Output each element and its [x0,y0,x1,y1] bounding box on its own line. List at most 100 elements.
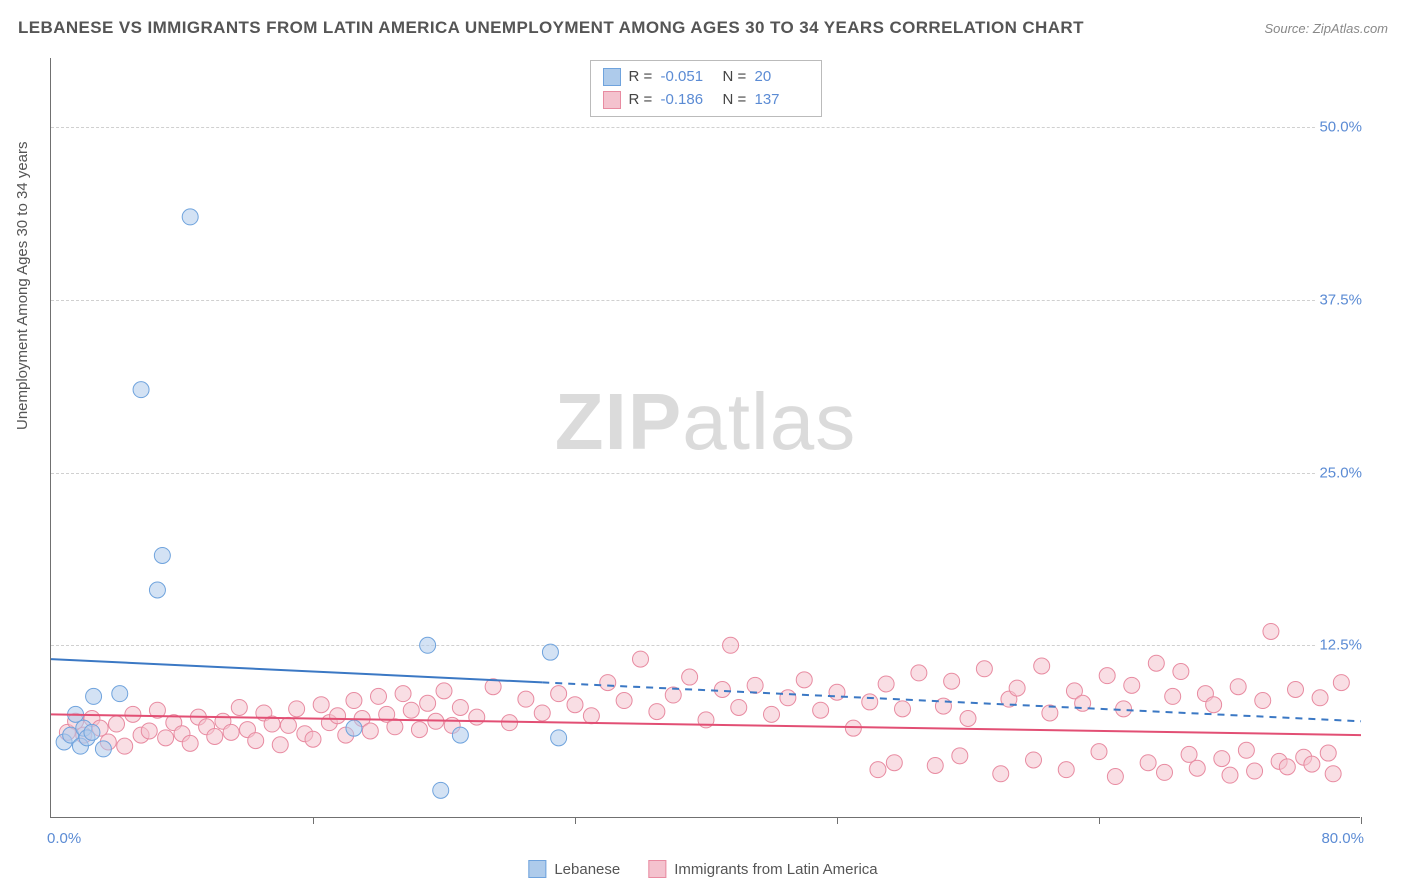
data-point [223,724,239,740]
data-point [682,669,698,685]
data-point [1124,677,1140,693]
data-point [154,547,170,563]
data-point [436,683,452,699]
data-point [813,702,829,718]
swatch-series-1 [603,68,621,86]
data-point [469,709,485,725]
data-point [272,737,288,753]
data-point [1238,742,1254,758]
plot-area: ZIPatlas 12.5%25.0%37.5%50.0% R = -0.051… [50,58,1360,818]
swatch-series-2-icon [648,860,666,878]
data-point [1255,693,1271,709]
data-point [796,672,812,688]
data-point [567,697,583,713]
data-point [411,722,427,738]
data-point [862,694,878,710]
data-point [452,727,468,743]
source-attribution: Source: ZipAtlas.com [1264,21,1388,36]
data-point [1173,664,1189,680]
data-point [1230,679,1246,695]
data-point [182,735,198,751]
data-point [182,209,198,225]
data-point [600,675,616,691]
data-point [870,762,886,778]
data-point [551,730,567,746]
x-tick [313,817,314,824]
data-point [109,716,125,732]
data-point [747,677,763,693]
data-point [542,644,558,660]
data-point [1247,763,1263,779]
trend-line [51,659,542,682]
swatch-series-1-icon [528,860,546,878]
data-point [125,706,141,722]
data-point [117,738,133,754]
data-point [534,705,550,721]
x-tick [575,817,576,824]
data-point [649,704,665,720]
data-point [346,693,362,709]
data-point [149,582,165,598]
data-point [1034,658,1050,674]
data-point [112,686,128,702]
data-point [878,676,894,692]
data-point [518,691,534,707]
data-point [993,766,1009,782]
data-point [86,688,102,704]
data-point [1165,688,1181,704]
stats-row-2: R = -0.186 N = 137 [603,89,809,112]
data-point [231,699,247,715]
chart-title: LEBANESE VS IMMIGRANTS FROM LATIN AMERIC… [18,18,1084,38]
x-tick [837,817,838,824]
data-point [723,637,739,653]
data-point [1157,764,1173,780]
data-point [927,757,943,773]
data-point [960,711,976,727]
data-point [1288,681,1304,697]
data-point [362,723,378,739]
data-point [371,688,387,704]
data-point [1222,767,1238,783]
data-point [305,731,321,747]
data-point [952,748,968,764]
stats-row-1: R = -0.051 N = 20 [603,66,809,89]
data-point [1181,746,1197,762]
data-point [420,637,436,653]
data-point [395,686,411,702]
data-point [84,724,100,740]
data-point [1325,766,1341,782]
data-point [976,661,992,677]
data-point [944,673,960,689]
data-point [1279,759,1295,775]
data-point [1140,755,1156,771]
data-point [1058,762,1074,778]
data-point [895,701,911,717]
data-point [1320,745,1336,761]
x-axis-min-label: 0.0% [47,830,81,847]
data-point [1312,690,1328,706]
x-tick [1361,817,1362,824]
data-point [886,755,902,771]
data-point [313,697,329,713]
data-point [141,723,157,739]
data-point [1091,744,1107,760]
data-point [780,690,796,706]
data-point [845,720,861,736]
data-point [1333,675,1349,691]
data-point [248,733,264,749]
swatch-series-2 [603,91,621,109]
data-point [346,720,362,736]
x-axis-max-label: 80.0% [1321,830,1364,847]
data-point [731,699,747,715]
data-point [1263,623,1279,639]
data-point [158,730,174,746]
data-point [1009,680,1025,696]
data-point [1214,751,1230,767]
data-point [1189,760,1205,776]
data-point [616,693,632,709]
data-point [207,728,223,744]
x-tick [1099,817,1100,824]
data-point [420,695,436,711]
data-point [289,701,305,717]
data-point [764,706,780,722]
